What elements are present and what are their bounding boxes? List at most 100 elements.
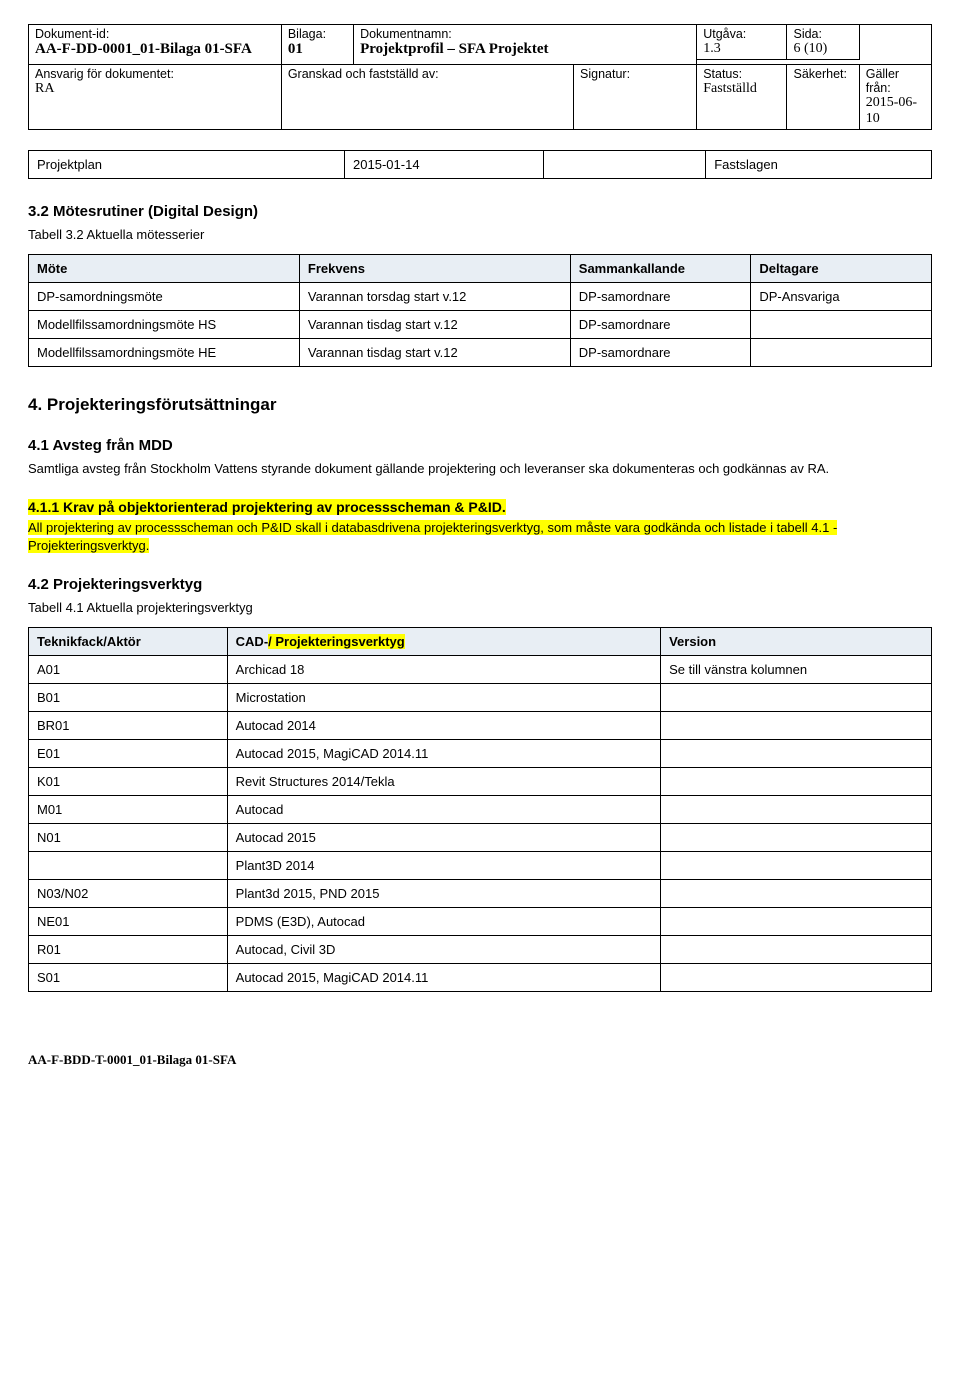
hdr-sida-value: 6 (10) bbox=[793, 41, 852, 57]
highlighted-text: All projektering av processscheman och P… bbox=[28, 520, 837, 553]
table-row: R01Autocad, Civil 3D bbox=[29, 935, 932, 963]
table-cell: Varannan torsdag start v.12 bbox=[299, 282, 570, 310]
table-row: DP-samordningsmöteVarannan torsdag start… bbox=[29, 282, 932, 310]
hdr-galler-value: 2015-06-10 bbox=[866, 95, 925, 127]
table-cell bbox=[661, 963, 932, 991]
hdr-docname-label: Dokumentnamn: bbox=[360, 27, 690, 41]
table-cell: K01 bbox=[29, 767, 228, 795]
table-cell: Autocad bbox=[227, 795, 660, 823]
table-cell: N03/N02 bbox=[29, 879, 228, 907]
col-sammankallande: Sammankallande bbox=[570, 254, 751, 282]
col-version: Version bbox=[661, 627, 932, 655]
projektplan-table: Projektplan 2015-01-14 Fastslagen bbox=[28, 150, 932, 179]
table-cell: Revit Structures 2014/Tekla bbox=[227, 767, 660, 795]
page-footer: AA-F-BDD-T-0001_01-Bilaga 01-SFA bbox=[28, 1052, 932, 1068]
section-4-1-1-title: 4.1.1 Krav på objektorienterad projekter… bbox=[28, 499, 932, 515]
table-cell: Microstation bbox=[227, 683, 660, 711]
table-header-row: Teknikfack/Aktör CAD-/ Projekteringsverk… bbox=[29, 627, 932, 655]
table-cell: DP-Ansvariga bbox=[751, 282, 932, 310]
hdr-sida-label: Sida: bbox=[793, 27, 852, 41]
projektplan-empty bbox=[543, 151, 706, 179]
table-row: M01Autocad bbox=[29, 795, 932, 823]
table-cell: Varannan tisdag start v.12 bbox=[299, 338, 570, 366]
table-cell bbox=[661, 851, 932, 879]
table-cell bbox=[661, 795, 932, 823]
table-cell: DP-samordnare bbox=[570, 282, 751, 310]
hdr-ansvarig-label: Ansvarig för dokumentet: bbox=[35, 67, 275, 81]
table-cell: S01 bbox=[29, 963, 228, 991]
table-cell: DP-samordningsmöte bbox=[29, 282, 300, 310]
hdr-signatur-label: Signatur: bbox=[580, 67, 690, 81]
table-3-2-caption: Tabell 3.2 Aktuella mötesserier bbox=[28, 226, 932, 244]
projektplan-date: 2015-01-14 bbox=[345, 151, 544, 179]
table-row: A01Archicad 18Se till vänstra kolumnen bbox=[29, 655, 932, 683]
table-cell: A01 bbox=[29, 655, 228, 683]
table-cell bbox=[661, 767, 932, 795]
table-row: S01Autocad 2015, MagiCAD 2014.11 bbox=[29, 963, 932, 991]
table-cell: R01 bbox=[29, 935, 228, 963]
table-cell bbox=[751, 310, 932, 338]
hdr-utgava-label: Utgåva: bbox=[703, 27, 780, 41]
table-row: Modellfilssamordningsmöte HEVarannan tis… bbox=[29, 338, 932, 366]
col-teknikfack: Teknikfack/Aktör bbox=[29, 627, 228, 655]
table-row: NE01PDMS (E3D), Autocad bbox=[29, 907, 932, 935]
hdr-utgava-value: 1.3 bbox=[703, 41, 780, 57]
table-row: E01Autocad 2015, MagiCAD 2014.11 bbox=[29, 739, 932, 767]
hdr-status-label: Status: bbox=[703, 67, 780, 81]
projektplan-name: Projektplan bbox=[29, 151, 345, 179]
table-cell bbox=[661, 823, 932, 851]
hdr-docid-value: AA-F-DD-0001_01-Bilaga 01-SFA bbox=[35, 41, 275, 58]
table-cell: Autocad 2015, MagiCAD 2014.11 bbox=[227, 963, 660, 991]
table-cell: BR01 bbox=[29, 711, 228, 739]
table-header-row: Möte Frekvens Sammankallande Deltagare bbox=[29, 254, 932, 282]
table-cell bbox=[751, 338, 932, 366]
section-4-title: 4. Projekteringsförutsättningar bbox=[28, 395, 932, 415]
table-cell: Autocad, Civil 3D bbox=[227, 935, 660, 963]
hdr-galler-label: Gäller från: bbox=[866, 67, 925, 95]
projektplan-status: Fastslagen bbox=[706, 151, 932, 179]
table-cell: DP-samordnare bbox=[570, 338, 751, 366]
section-4-2-title: 4.2 Projekteringsverktyg bbox=[28, 576, 932, 593]
hdr-bilaga-value: 01 bbox=[288, 41, 347, 58]
highlighted-text: 4.1.1 Krav på objektorienterad projekter… bbox=[28, 499, 506, 515]
table-cell: E01 bbox=[29, 739, 228, 767]
table-4-1-caption: Tabell 4.1 Aktuella projekteringsverktyg bbox=[28, 599, 932, 617]
col-cad: CAD-/ Projekteringsverktyg bbox=[227, 627, 660, 655]
table-row: BR01Autocad 2014 bbox=[29, 711, 932, 739]
section-4-1-title: 4.1 Avsteg från MDD bbox=[28, 437, 932, 454]
table-cell bbox=[661, 711, 932, 739]
hdr-granskad-label: Granskad och fastställd av: bbox=[288, 67, 567, 81]
table-cell: Autocad 2015, MagiCAD 2014.11 bbox=[227, 739, 660, 767]
table-cell: N01 bbox=[29, 823, 228, 851]
meetings-table: Möte Frekvens Sammankallande Deltagare D… bbox=[28, 254, 932, 367]
table-cell bbox=[29, 851, 228, 879]
highlighted-text: / Projekteringsverktyg bbox=[268, 634, 405, 649]
hdr-docid-label: Dokument-id: bbox=[35, 27, 275, 41]
table-cell: Plant3d 2015, PND 2015 bbox=[227, 879, 660, 907]
hdr-sakerhet-label: Säkerhet: bbox=[793, 67, 852, 81]
hdr-status-value: Fastställd bbox=[703, 81, 780, 97]
table-cell: DP-samordnare bbox=[570, 310, 751, 338]
table-cell: B01 bbox=[29, 683, 228, 711]
table-row: Plant3D 2014 bbox=[29, 851, 932, 879]
table-row: K01Revit Structures 2014/Tekla bbox=[29, 767, 932, 795]
table-cell: Modellfilssamordningsmöte HE bbox=[29, 338, 300, 366]
table-cell: M01 bbox=[29, 795, 228, 823]
table-cell: PDMS (E3D), Autocad bbox=[227, 907, 660, 935]
section-3-2-title: 3.2 Mötesrutiner (Digital Design) bbox=[28, 203, 932, 220]
table-cell bbox=[661, 907, 932, 935]
table-cell: Archicad 18 bbox=[227, 655, 660, 683]
table-row: N03/N02Plant3d 2015, PND 2015 bbox=[29, 879, 932, 907]
table-row: B01Microstation bbox=[29, 683, 932, 711]
col-deltagare: Deltagare bbox=[751, 254, 932, 282]
table-row: Modellfilssamordningsmöte HSVarannan tis… bbox=[29, 310, 932, 338]
hdr-bilaga-label: Bilaga: bbox=[288, 27, 347, 41]
table-cell bbox=[661, 739, 932, 767]
col-frekvens: Frekvens bbox=[299, 254, 570, 282]
table-cell bbox=[661, 879, 932, 907]
hdr-docname-value: Projektprofil – SFA Projektet bbox=[360, 41, 690, 58]
table-row: Projektplan 2015-01-14 Fastslagen bbox=[29, 151, 932, 179]
table-row: N01Autocad 2015 bbox=[29, 823, 932, 851]
table-cell: Se till vänstra kolumnen bbox=[661, 655, 932, 683]
section-4-1-body: Samtliga avsteg från Stockholm Vattens s… bbox=[28, 460, 932, 478]
